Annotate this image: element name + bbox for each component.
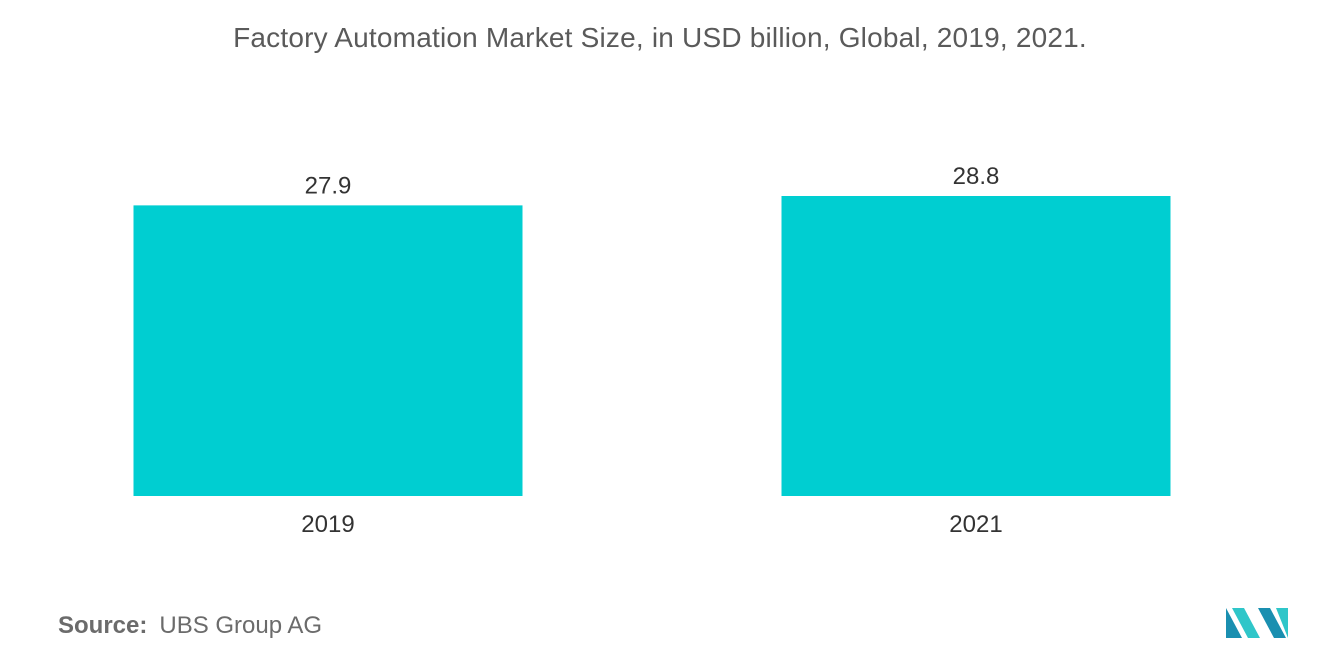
bar-2019 bbox=[133, 205, 523, 496]
bars-layer: 27.9 2019 28.8 2021 bbox=[133, 163, 1171, 538]
brand-logo-icon bbox=[1226, 608, 1288, 638]
category-label-2021: 2021 bbox=[949, 511, 1002, 538]
chart-title: Factory Automation Market Size, in USD b… bbox=[233, 22, 1087, 53]
source-text: UBS Group AG bbox=[159, 612, 323, 639]
value-label-2019: 27.9 bbox=[305, 172, 352, 199]
source-note: Source: UBS Group AG bbox=[58, 612, 322, 640]
category-label-2019: 2019 bbox=[301, 511, 354, 538]
logo-left-stroke bbox=[1226, 608, 1242, 638]
value-label-2021: 28.8 bbox=[953, 163, 1000, 190]
bar-2021 bbox=[781, 196, 1171, 496]
logo-right-bar bbox=[1276, 608, 1288, 638]
source-label: Source: bbox=[58, 612, 148, 639]
logo-mid-stroke bbox=[1232, 608, 1260, 638]
logo-right-stroke bbox=[1258, 608, 1286, 638]
